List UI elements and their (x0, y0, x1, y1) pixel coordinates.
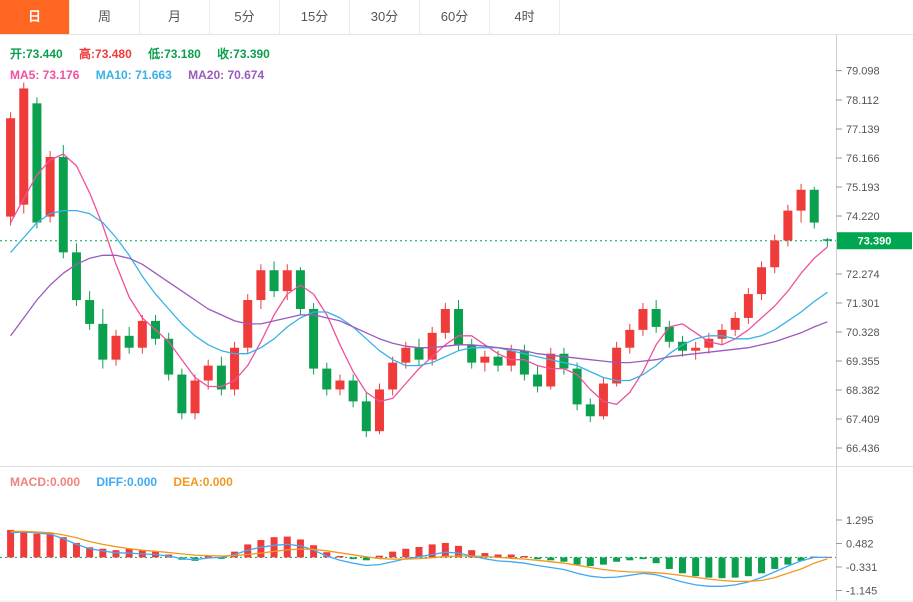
ma10-value: 71.663 (135, 68, 172, 82)
open-label: 开: (10, 47, 26, 61)
timeframe-tabbar: 日 周 月 5分 15分 30分 60分 4时 (0, 0, 913, 35)
svg-text:70.328: 70.328 (846, 327, 880, 339)
tab-5min[interactable]: 5分 (210, 0, 280, 34)
svg-text:-1.145: -1.145 (846, 585, 877, 597)
svg-text:69.355: 69.355 (846, 356, 880, 368)
macd-value: 0.000 (50, 475, 81, 489)
tab-60min[interactable]: 60分 (420, 0, 490, 34)
dea-value: 0.000 (202, 475, 233, 489)
svg-text:75.193: 75.193 (846, 182, 880, 194)
ma5-label: MA5: (10, 68, 43, 82)
svg-text:77.139: 77.139 (846, 124, 880, 136)
svg-text:-0.331: -0.331 (846, 562, 877, 574)
svg-text:78.112: 78.112 (846, 95, 879, 107)
low-value: 73.180 (164, 47, 201, 61)
svg-text:79.098: 79.098 (846, 66, 880, 78)
ohlc-info: 开:73.440 高:73.480 低:73.180 收:73.390 (10, 45, 283, 62)
open-value: 73.440 (26, 47, 63, 61)
svg-text:71.301: 71.301 (846, 298, 880, 310)
close-label: 收: (217, 47, 234, 61)
close-value: 73.390 (233, 47, 270, 61)
ma20-label: MA20: (188, 68, 228, 82)
svg-text:68.382: 68.382 (846, 385, 880, 397)
svg-text:1.295: 1.295 (846, 515, 874, 527)
tab-30min[interactable]: 30分 (350, 0, 420, 34)
high-label: 高: (79, 47, 96, 61)
high-value: 73.480 (95, 47, 132, 61)
tab-month[interactable]: 月 (140, 0, 210, 34)
diff-label: DIFF: (96, 475, 128, 489)
ma5-value: 73.176 (42, 68, 80, 82)
dea-label: DEA: (173, 475, 203, 489)
tab-4hour[interactable]: 4时 (490, 0, 560, 34)
ma20-value: 70.674 (227, 68, 265, 82)
ma10-label: MA10: (95, 68, 136, 82)
svg-text:67.409: 67.409 (846, 414, 880, 426)
macd-info: MACD:0.000 DIFF:0.000 DEA:0.000 (10, 475, 246, 489)
svg-text:76.166: 76.166 (846, 153, 880, 165)
svg-text:72.274: 72.274 (846, 269, 880, 281)
svg-text:73.390: 73.390 (858, 236, 892, 248)
tab-week[interactable]: 周 (70, 0, 140, 34)
low-label: 低: (148, 47, 165, 61)
macd-label: MACD: (10, 475, 50, 489)
tab-day[interactable]: 日 (0, 0, 70, 34)
svg-text:0.482: 0.482 (846, 538, 874, 550)
svg-text:74.220: 74.220 (846, 211, 880, 223)
diff-value: 0.000 (127, 475, 158, 489)
svg-text:66.436: 66.436 (846, 443, 880, 455)
tab-15min[interactable]: 15分 (280, 0, 350, 34)
ma-info: MA5: 73.176 MA10: 71.663 MA20: 70.674 (10, 68, 277, 82)
